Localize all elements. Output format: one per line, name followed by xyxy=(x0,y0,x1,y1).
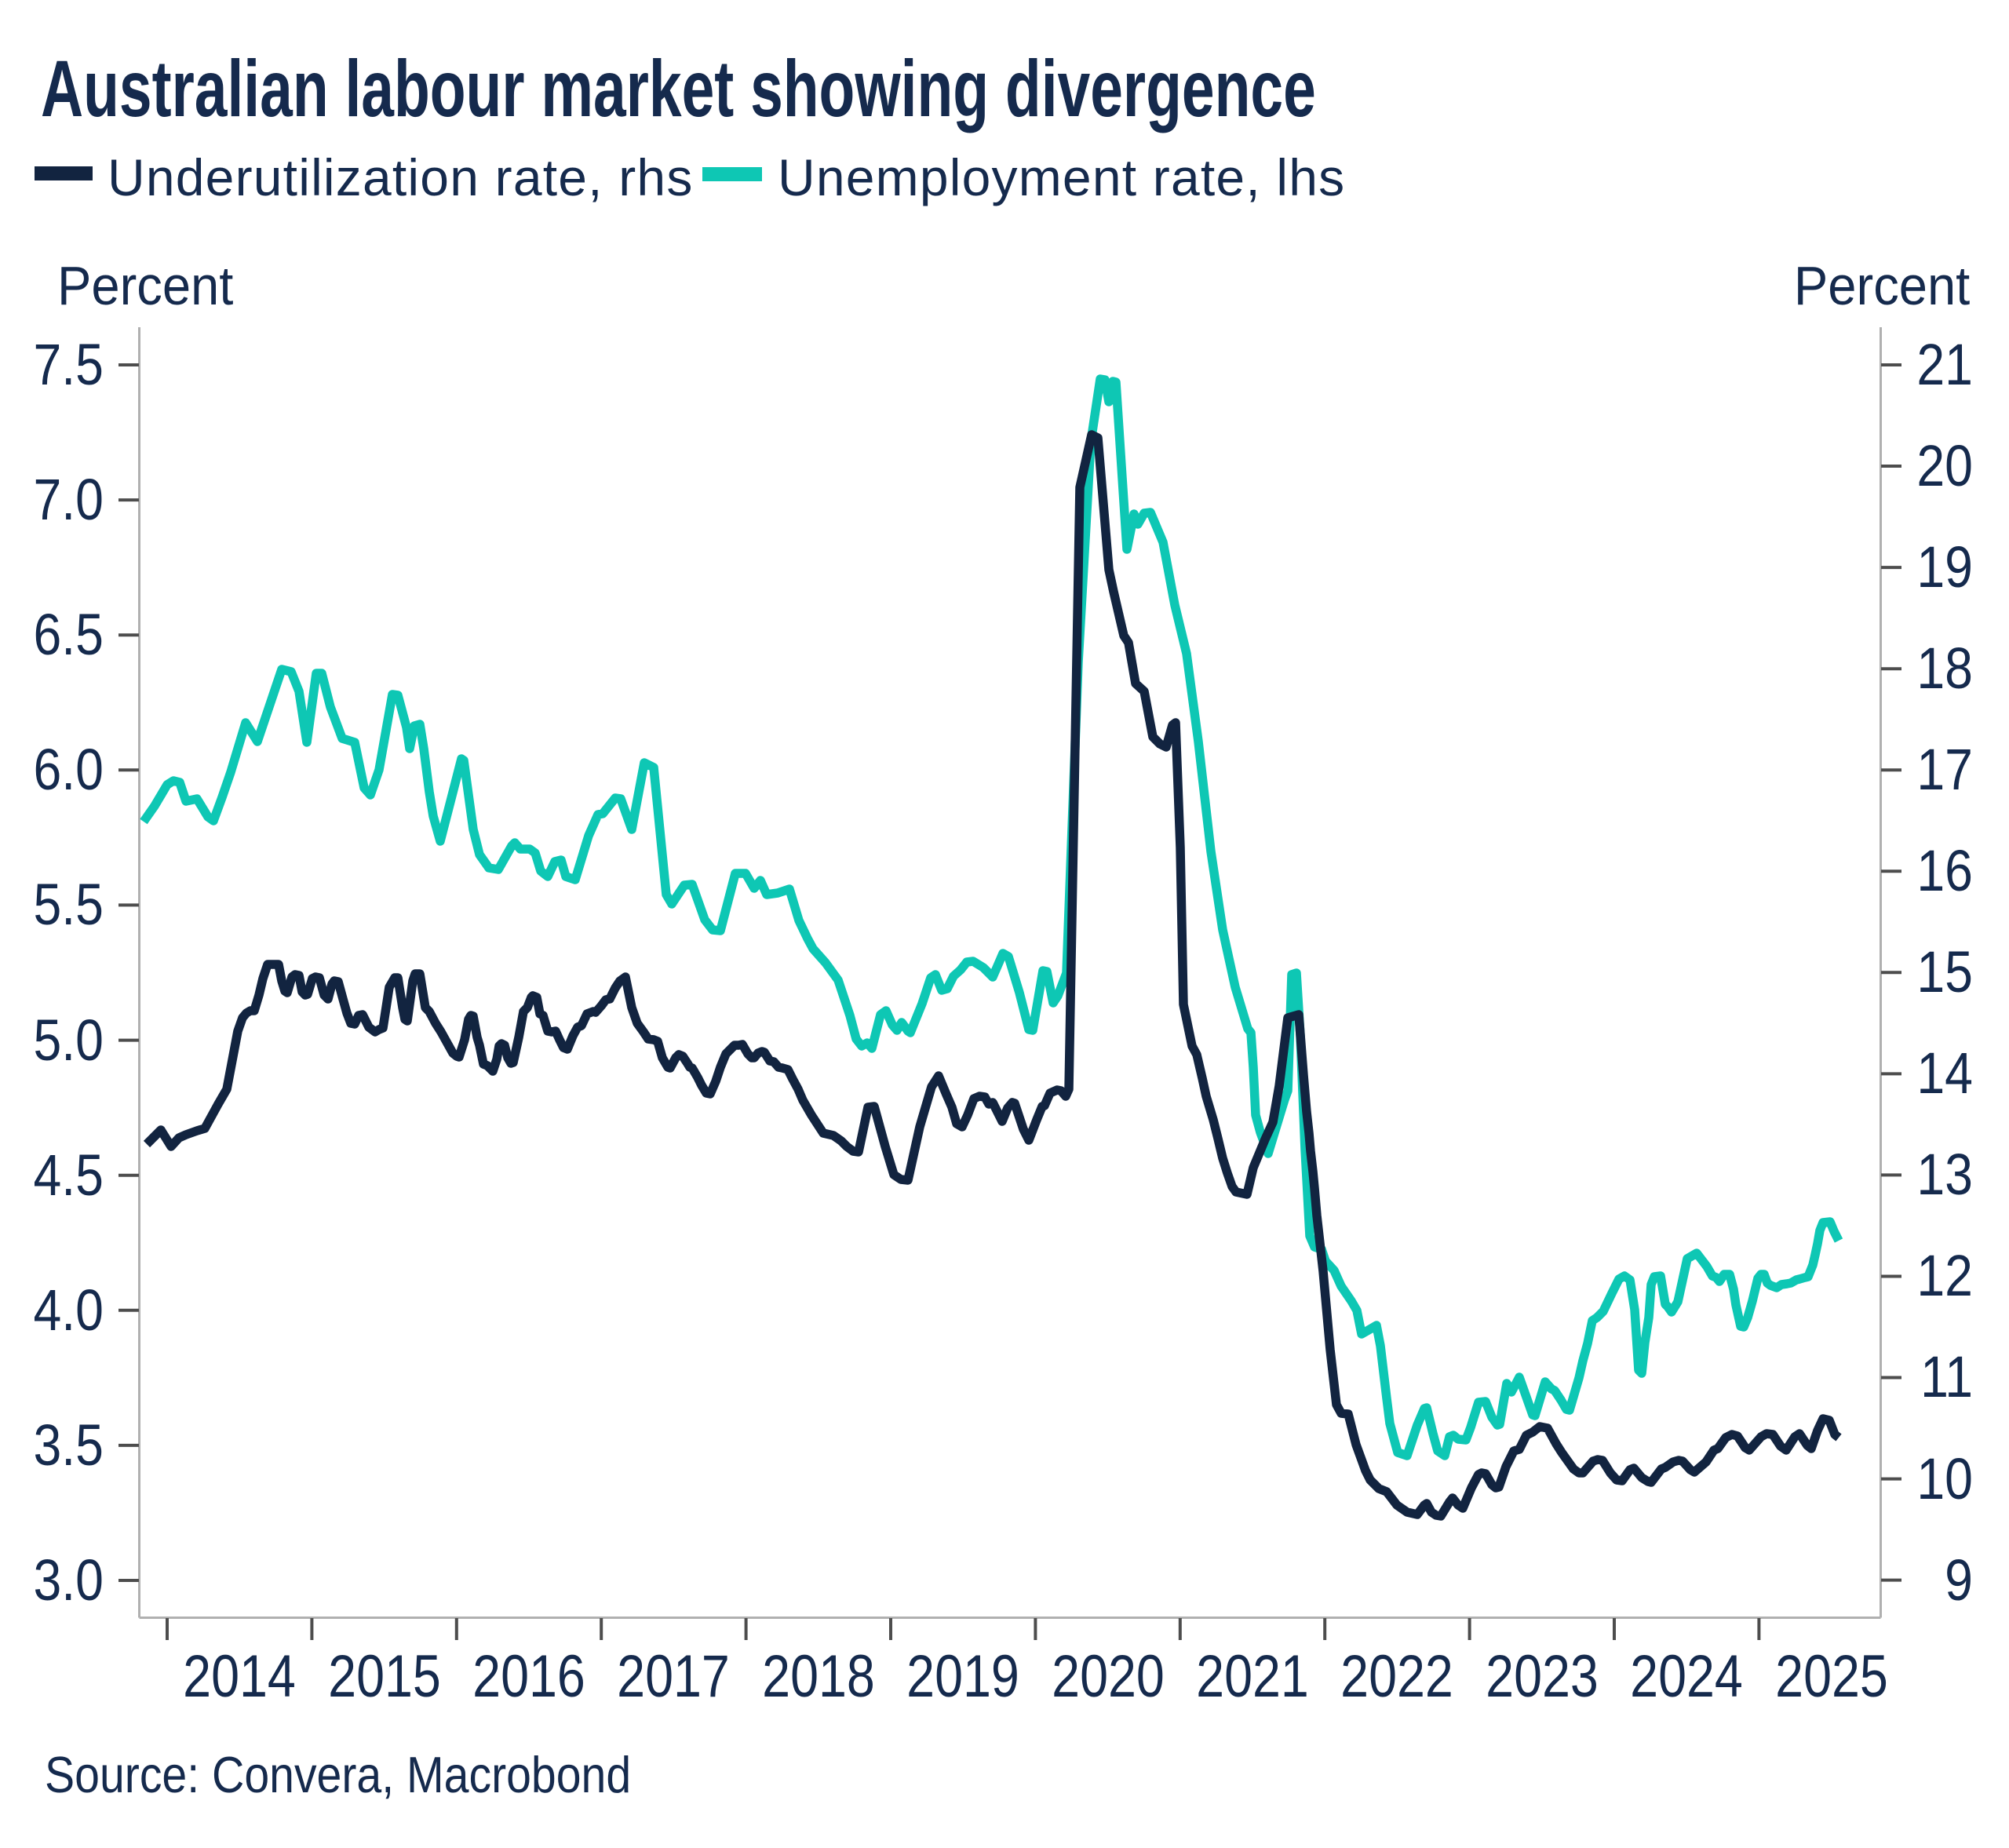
svg-text:2019: 2019 xyxy=(906,1642,1019,1709)
svg-text:21: 21 xyxy=(1916,332,1973,397)
svg-text:4.0: 4.0 xyxy=(34,1278,104,1343)
svg-text:2014: 2014 xyxy=(183,1642,296,1709)
svg-text:19: 19 xyxy=(1916,534,1973,600)
svg-text:7.0: 7.0 xyxy=(34,467,104,532)
svg-text:6.5: 6.5 xyxy=(34,602,104,667)
svg-text:16: 16 xyxy=(1916,838,1973,903)
svg-text:5.5: 5.5 xyxy=(34,872,104,937)
svg-text:2022: 2022 xyxy=(1340,1642,1453,1709)
svg-text:2016: 2016 xyxy=(472,1642,585,1709)
svg-text:2020: 2020 xyxy=(1052,1642,1165,1709)
svg-text:2015: 2015 xyxy=(328,1642,441,1709)
svg-text:3.0: 3.0 xyxy=(34,1547,104,1613)
svg-text:2017: 2017 xyxy=(617,1642,730,1709)
svg-text:12: 12 xyxy=(1916,1243,1973,1308)
svg-text:5.0: 5.0 xyxy=(34,1008,104,1073)
svg-text:2021: 2021 xyxy=(1196,1642,1309,1709)
svg-text:2018: 2018 xyxy=(762,1642,875,1709)
svg-text:4.5: 4.5 xyxy=(34,1143,104,1208)
svg-text:18: 18 xyxy=(1916,636,1973,701)
svg-text:17: 17 xyxy=(1916,737,1973,802)
svg-text:2024: 2024 xyxy=(1630,1642,1743,1709)
svg-text:9: 9 xyxy=(1945,1547,1973,1613)
svg-text:20: 20 xyxy=(1916,433,1973,498)
svg-text:7.5: 7.5 xyxy=(34,332,104,397)
svg-text:6.0: 6.0 xyxy=(34,737,104,802)
svg-text:3.5: 3.5 xyxy=(34,1412,104,1478)
svg-text:11: 11 xyxy=(1920,1344,1973,1409)
svg-text:2025: 2025 xyxy=(1775,1642,1888,1709)
svg-text:14: 14 xyxy=(1916,1041,1973,1106)
svg-text:2023: 2023 xyxy=(1486,1642,1599,1709)
svg-text:10: 10 xyxy=(1916,1446,1973,1511)
svg-text:13: 13 xyxy=(1916,1142,1973,1207)
svg-text:15: 15 xyxy=(1916,939,1973,1004)
